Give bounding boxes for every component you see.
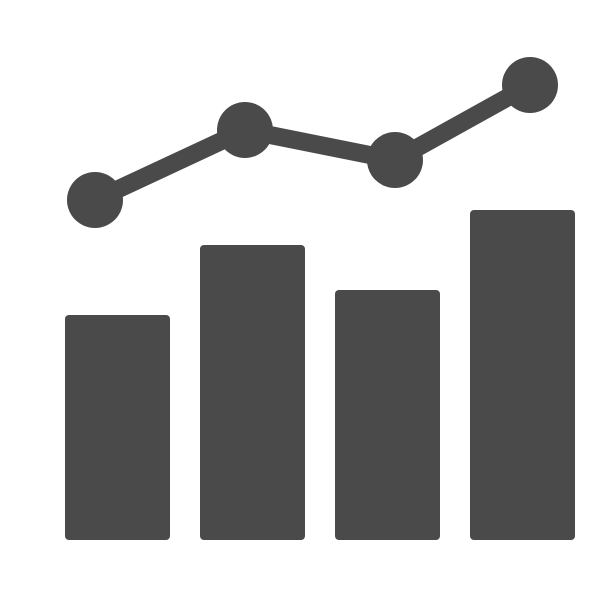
bar-1 <box>65 315 170 540</box>
trend-dot-2 <box>217 102 273 158</box>
bar-4 <box>470 210 575 540</box>
bar-2 <box>200 245 305 540</box>
trend-dot-3 <box>367 132 423 188</box>
trend-dot-4 <box>502 57 558 113</box>
bar-3 <box>335 290 440 540</box>
analytics-icon: { "icon": { "type": "bar+line", "viewbox… <box>0 0 600 600</box>
trend-line <box>95 85 530 200</box>
trend-dot-1 <box>67 172 123 228</box>
analytics-chart-icon <box>0 0 600 600</box>
